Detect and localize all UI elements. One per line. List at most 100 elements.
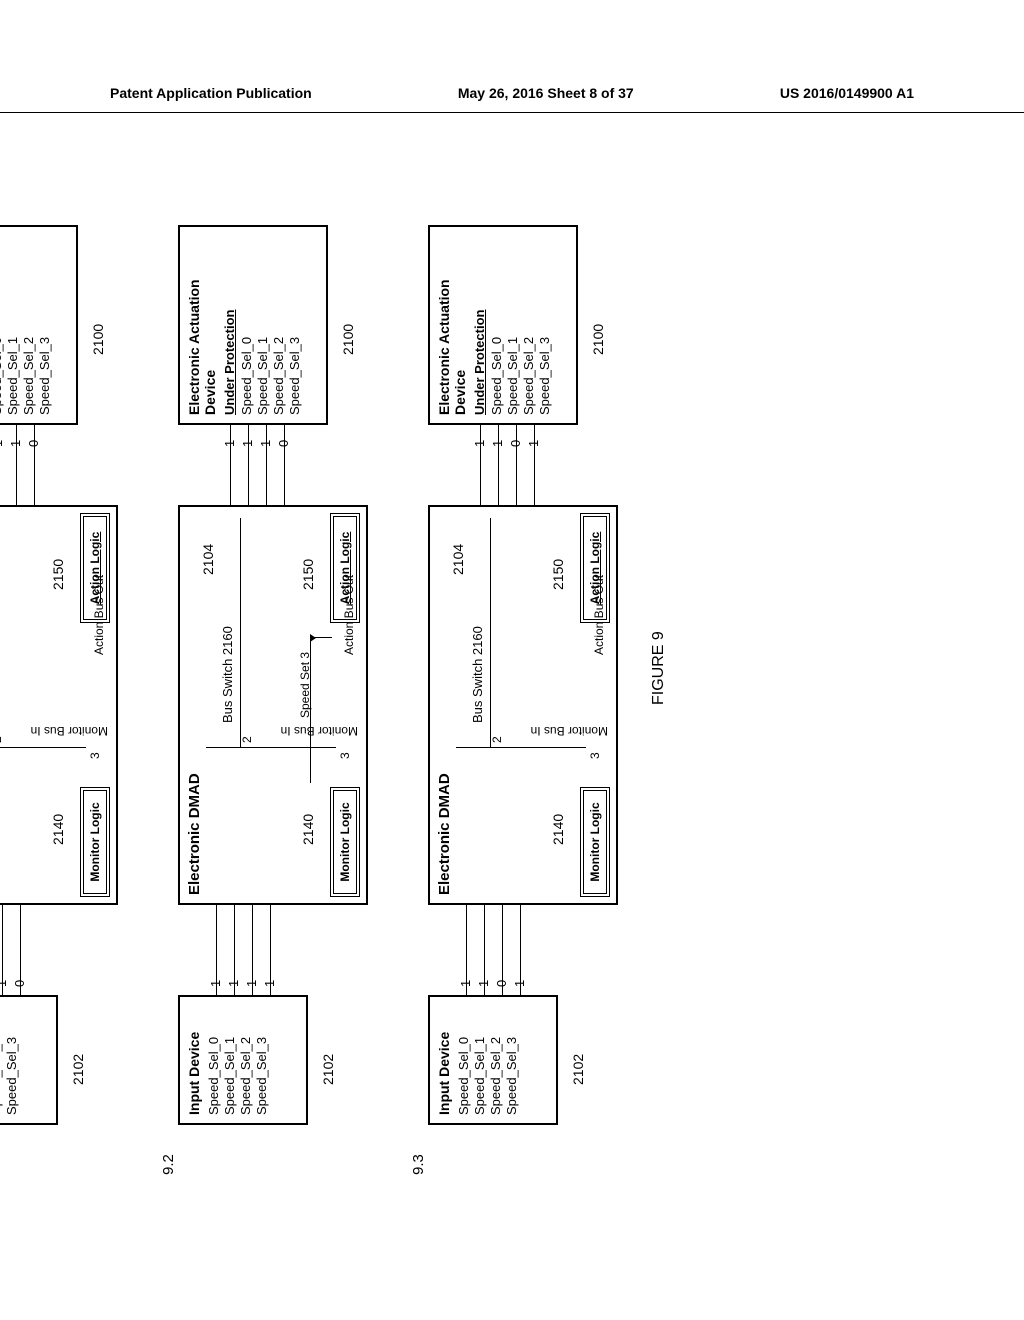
input-device-box: Input Device Speed_Sel_0 Speed_Sel_1 Spe… [178,995,308,1125]
input-device-box: Input Device Speed_Sel_0 Speed_Sel_1 Spe… [0,995,58,1125]
wire [216,905,217,995]
ead-title: Electronic Actuation Device [436,235,468,415]
dmad-ref-top: 2104 [450,544,466,575]
monitor-logic-box: Monitor Logic [80,787,110,897]
figure-label: FIGURE 9 [650,631,668,705]
wire [534,425,535,505]
sig3: Speed_Sel_3 [4,1005,19,1115]
dmad-ref-right: 2150 [50,559,66,590]
row-label: 9.2 [160,1154,177,1175]
wire [270,905,271,995]
wire [16,425,17,505]
dmad-ref-top: 2104 [200,544,216,575]
dmad-ref-left: 2140 [50,814,66,845]
input-ref: 2102 [570,1054,586,1085]
ml-label: Monitor Logic [338,802,352,881]
monitor-bus-in-label: Monitor Bus In [281,724,358,738]
sig2: Speed_Sel_2 [238,1005,253,1115]
monitor-logic-box: Monitor Logic [330,787,360,897]
dmad-ref-left: 2140 [550,814,566,845]
sig0: Speed_Sel_0 [206,1005,221,1115]
wire [490,518,491,748]
esig0: Speed_Sel_0 [0,235,4,415]
action-bus-out-label: Action Bus Out [92,575,106,655]
bus-switch-label: Bus Switch 2160 [470,626,485,723]
num2: 2 [0,736,4,743]
num2: 2 [240,736,254,743]
input-device-box: Input Device Speed_Sel_0 Speed_Sel_1 Spe… [428,995,558,1125]
wire [266,425,267,505]
input-ref: 2102 [320,1054,336,1085]
row-9-2: 9.2 Input Device Speed_Sel_0 Speed_Sel_1… [160,205,380,1145]
ead-sub: Under Protection [472,235,487,415]
esig1: Speed_Sel_1 [5,235,20,415]
ead-sub: Under Protection [222,235,237,415]
monitor-bus-in-label: Monitor Bus In [31,724,108,738]
ml-label: Monitor Logic [88,802,102,881]
wire [252,905,253,995]
header-right: US 2016/0149900 A1 [780,85,914,101]
wire [248,425,249,505]
eval1: 1 [0,440,5,447]
esig1: Speed_Sel_1 [255,235,270,415]
monitor-bus-in-label: Monitor Bus In [531,724,608,738]
ead-box: Electronic Actuation Device Under Protec… [428,225,578,425]
input-title: Input Device [186,1005,202,1115]
sig2: Speed_Sel_2 [0,1005,3,1115]
sig3: Speed_Sel_3 [504,1005,519,1115]
wire [456,747,586,748]
sig0: Speed_Sel_0 [456,1005,471,1115]
dmad-ref-right: 2150 [300,559,316,590]
wire [234,905,235,995]
row-label: 9.3 [410,1154,427,1175]
wire [520,905,521,995]
esig2: Speed_Sel_2 [21,235,36,415]
row-9-1: 9.1 Input Device Speed_Sel_0 Speed_Sel_1… [0,205,130,1145]
esig3: Speed_Sel_3 [537,235,552,415]
dmad-ref-right: 2150 [550,559,566,590]
header-center: May 26, 2016 Sheet 8 of 37 [458,85,634,101]
ead-ref: 2100 [340,324,356,355]
ead-box: Electronic Actuation Device Under Protec… [178,225,328,425]
num3: 3 [88,752,102,759]
sig1: Speed_Sel_1 [222,1005,237,1115]
wire [516,425,517,505]
header-left: Patent Application Publication [110,85,312,101]
num3: 3 [338,752,352,759]
num3: 3 [588,752,602,759]
num2: 2 [490,736,504,743]
esig3: Speed_Sel_3 [37,235,52,415]
esig1: Speed_Sel_1 [505,235,520,415]
bus-switch-label: Bus Switch 2160 [220,626,235,723]
ead-ref: 2100 [90,324,106,355]
sig3: Speed_Sel_3 [254,1005,269,1115]
ead-box: Electronic Actuation Device Under Protec… [0,225,78,425]
wire [240,518,241,748]
wire [2,905,3,995]
wire [484,905,485,995]
dmad-ref-left: 2140 [300,814,316,845]
input-ref: 2102 [70,1054,86,1085]
esig0: Speed_Sel_0 [489,235,504,415]
wire [0,747,86,748]
wire [310,638,311,783]
wire [502,905,503,995]
wire [498,425,499,505]
esig0: Speed_Sel_0 [239,235,254,415]
wire [230,425,231,505]
wire [20,905,21,995]
esig2: Speed_Sel_2 [271,235,286,415]
row-9-3: 9.3 Input Device Speed_Sel_0 Speed_Sel_1… [410,205,630,1145]
input-title: Input Device [436,1005,452,1115]
arrow [310,637,332,638]
monitor-logic-box: Monitor Logic [580,787,610,897]
sig1: Speed_Sel_1 [472,1005,487,1115]
wire [480,425,481,505]
wire [206,747,336,748]
ead-ref: 2100 [590,324,606,355]
esig2: Speed_Sel_2 [521,235,536,415]
action-bus-out-label: Action Bus Out [592,575,606,655]
wire [466,905,467,995]
esig3: Speed_Sel_3 [287,235,302,415]
wire [284,425,285,505]
